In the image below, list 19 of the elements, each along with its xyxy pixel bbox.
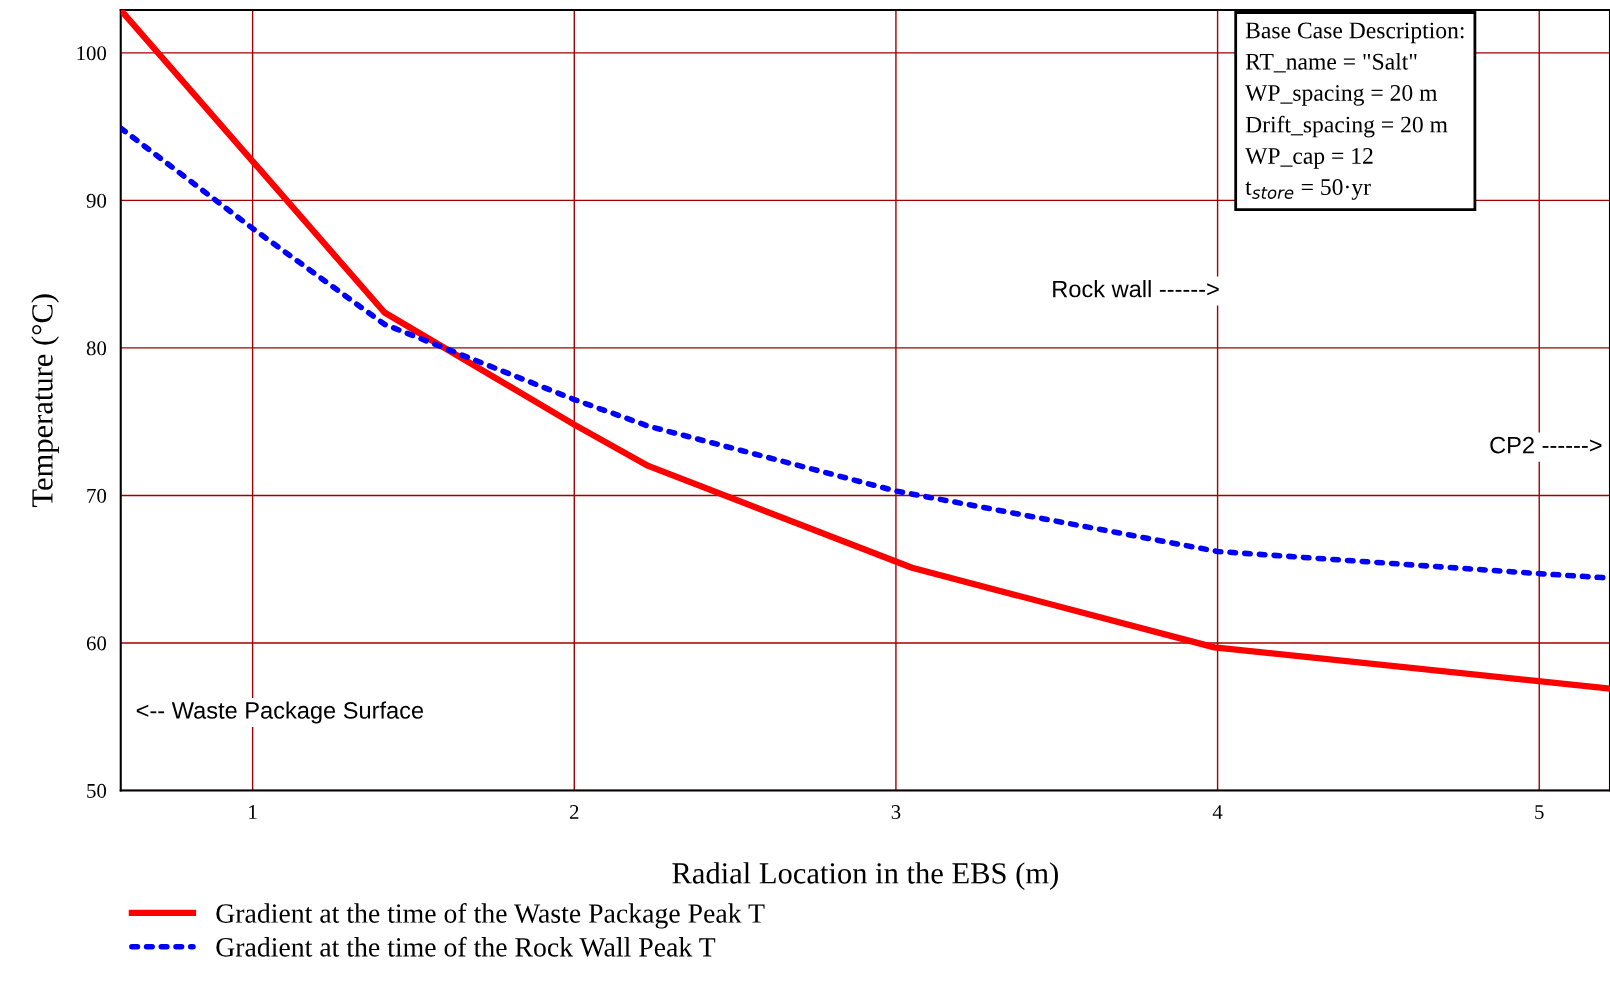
y-tick-label: 70 bbox=[87, 488, 107, 503]
y-tick-label: 90 bbox=[86, 193, 107, 208]
x-axis-title: Radial Location in the EBS (m) bbox=[672, 862, 1058, 890]
x-tick-label: 1 bbox=[249, 805, 257, 819]
annotation: Base Case Description: RT_name = "Salt" WP_spacing = 20 m Drift_spacing = 20 m WP_cap = 12 t$_{store}$ = 50·yr bbox=[1245, 22, 1464, 200]
y-tick-label: 50 bbox=[87, 783, 107, 798]
annotation: CP2 ------> bbox=[1490, 436, 1602, 454]
x-tick-label: 5 bbox=[1535, 805, 1544, 820]
y-axis-title: Temperature (°C) bbox=[31, 294, 59, 507]
x-tick-label: 2 bbox=[569, 805, 579, 819]
legend-label: Gradient at the time of the Rock Wall Peak T bbox=[216, 936, 716, 957]
x-tick-label: 4 bbox=[1212, 805, 1223, 819]
y-tick-label: 100 bbox=[77, 46, 107, 61]
legend-label: Gradient at the time of the Waste Package Peak T bbox=[216, 903, 765, 929]
annotation: Rock wall ------> bbox=[1053, 280, 1219, 298]
y-tick-label: 60 bbox=[86, 636, 107, 651]
annotation: <-- Waste Package Surface bbox=[136, 701, 424, 724]
y-tick-label: 80 bbox=[86, 341, 107, 356]
x-tick-label: 3 bbox=[891, 805, 901, 820]
